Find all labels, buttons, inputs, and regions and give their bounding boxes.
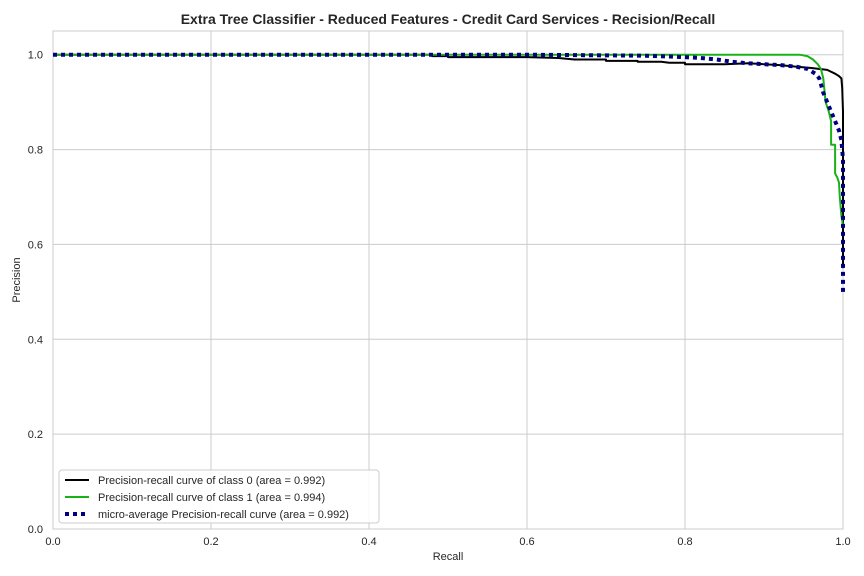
- x-axis-ticks: 0.0 0.2 0.4 0.6 0.8 1.0: [45, 536, 850, 548]
- y-tick-label: 0.0: [28, 524, 43, 536]
- x-axis-label: Recall: [433, 551, 464, 563]
- y-tick-label: 1.0: [28, 50, 43, 62]
- x-tick-label: 0.2: [203, 536, 218, 548]
- chart-title: Extra Tree Classifier - Reduced Features…: [181, 11, 716, 27]
- legend-box: [58, 469, 380, 524]
- y-axis-label: Precision: [11, 257, 23, 302]
- y-tick-label: 0.8: [28, 145, 43, 157]
- y-tick-label: 0.6: [28, 239, 43, 251]
- y-axis-ticks: 0.0 0.2 0.4 0.6 0.8 1.0: [28, 50, 43, 536]
- x-tick-label: 0.8: [677, 536, 692, 548]
- plot-area: [52, 30, 844, 530]
- legend-entry-0: Precision-recall curve of class 0 (area …: [98, 475, 325, 487]
- x-tick-label: 0.0: [45, 536, 60, 548]
- legend-entry-2: micro-average Precision-recall curve (ar…: [98, 509, 349, 521]
- series-line-0: [53, 53, 844, 269]
- series-line-1: [53, 53, 844, 226]
- legend-entry-1: Precision-recall curve of class 1 (area …: [98, 492, 325, 504]
- series-layer: [53, 52, 845, 292]
- x-tick-label: 0.6: [519, 536, 534, 548]
- legend: Precision-recall curve of class 0 (area …: [58, 469, 380, 524]
- y-tick-label: 0.4: [28, 334, 43, 346]
- x-tick-label: 0.4: [361, 536, 376, 548]
- x-tick-label: 1.0: [835, 536, 850, 548]
- y-tick-label: 0.2: [28, 429, 43, 441]
